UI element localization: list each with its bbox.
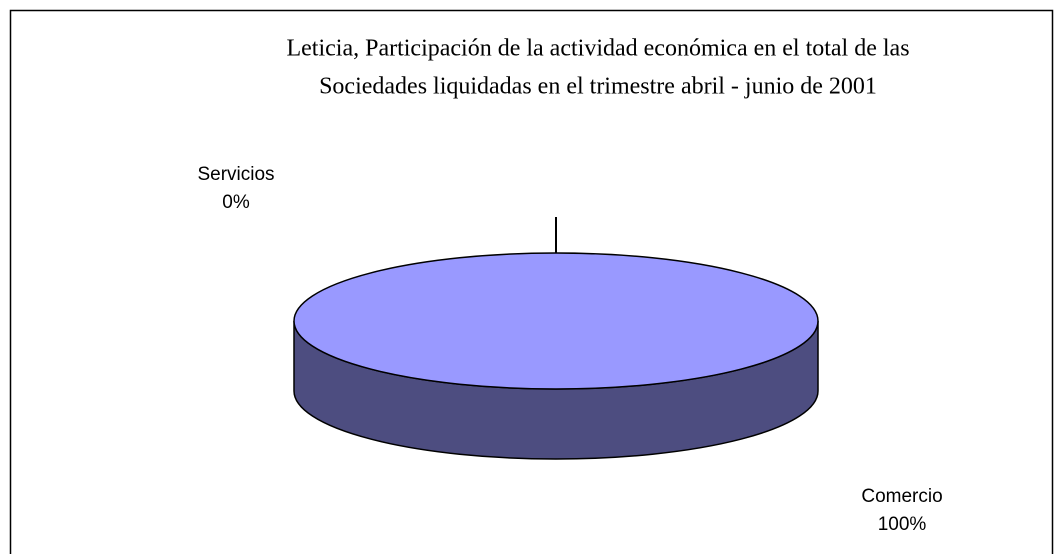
slice-label: Servicios bbox=[197, 164, 274, 185]
chart-title: Leticia, Participación de la actividad e… bbox=[286, 36, 909, 62]
chart-title: Sociedades liquidadas en el trimestre ab… bbox=[319, 74, 877, 100]
pie-slice bbox=[293, 252, 819, 390]
slice-value-label: 100% bbox=[878, 514, 927, 535]
slice-value-label: 0% bbox=[222, 192, 250, 213]
slice-label: Comercio bbox=[861, 486, 942, 507]
